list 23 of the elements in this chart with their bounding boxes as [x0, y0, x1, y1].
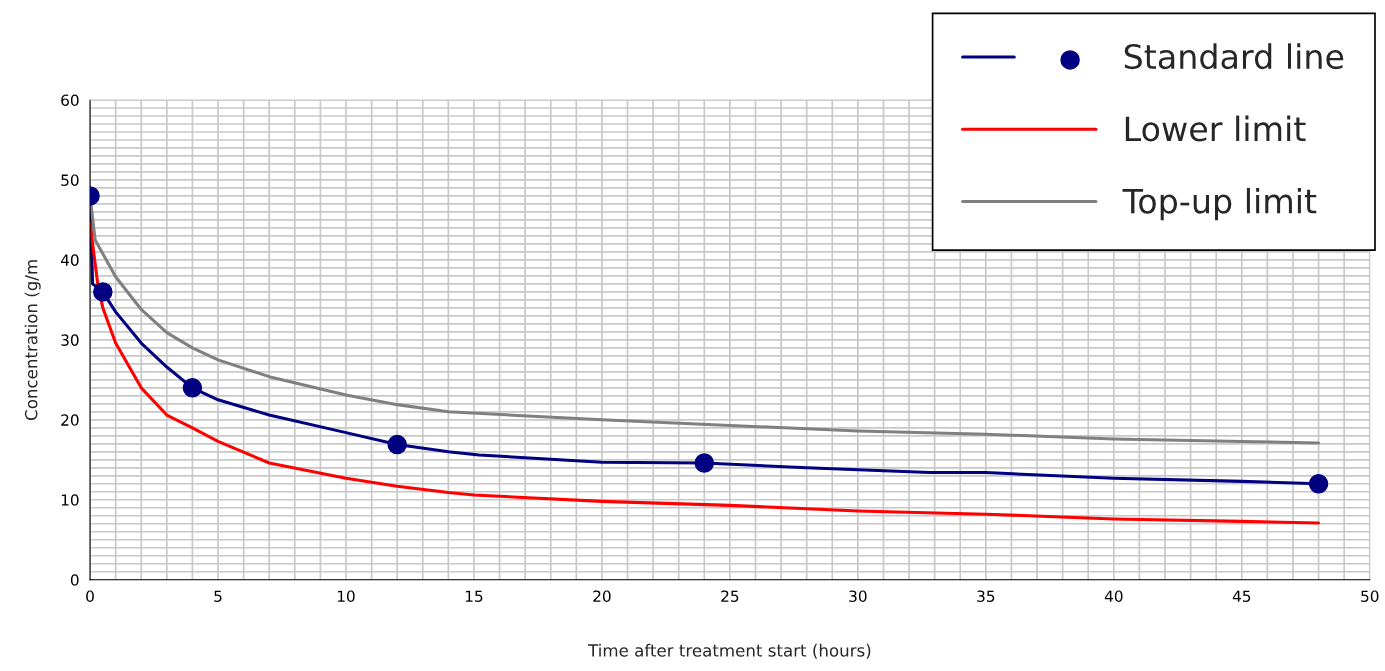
x-axis-title: Time after treatment start (hours): [588, 643, 871, 659]
y-tick-label: 40: [60, 254, 79, 266]
y-axis-title: Concentration (g/m: [24, 260, 41, 420]
x-tick-label: 15: [465, 590, 483, 602]
x-tick-label: 5: [214, 590, 222, 602]
y-tick-label: 0: [70, 574, 79, 586]
y-tick-label: 20: [61, 414, 79, 426]
y-tick-label: 60: [61, 94, 79, 106]
legend-label: Standard line: [1124, 43, 1344, 70]
x-tick-label: 30: [849, 590, 867, 602]
legend-label: Top-up limit: [1122, 187, 1317, 221]
x-tick-label: 35: [977, 590, 995, 602]
x-tick-label: 10: [337, 590, 355, 602]
x-tick-label: 40: [1104, 590, 1123, 602]
y-tick-label: 30: [61, 334, 79, 346]
x-tick-label: 45: [1232, 590, 1251, 602]
x-tick-label: 20: [593, 590, 611, 602]
y-tick-label: 50: [61, 174, 79, 186]
x-tick-label: 25: [721, 590, 739, 602]
x-tick-label: 0: [86, 590, 94, 602]
y-tick-label: 10: [61, 494, 79, 506]
legend-label: Lower limit: [1125, 115, 1306, 142]
x-tick-label: 50: [1361, 590, 1379, 602]
